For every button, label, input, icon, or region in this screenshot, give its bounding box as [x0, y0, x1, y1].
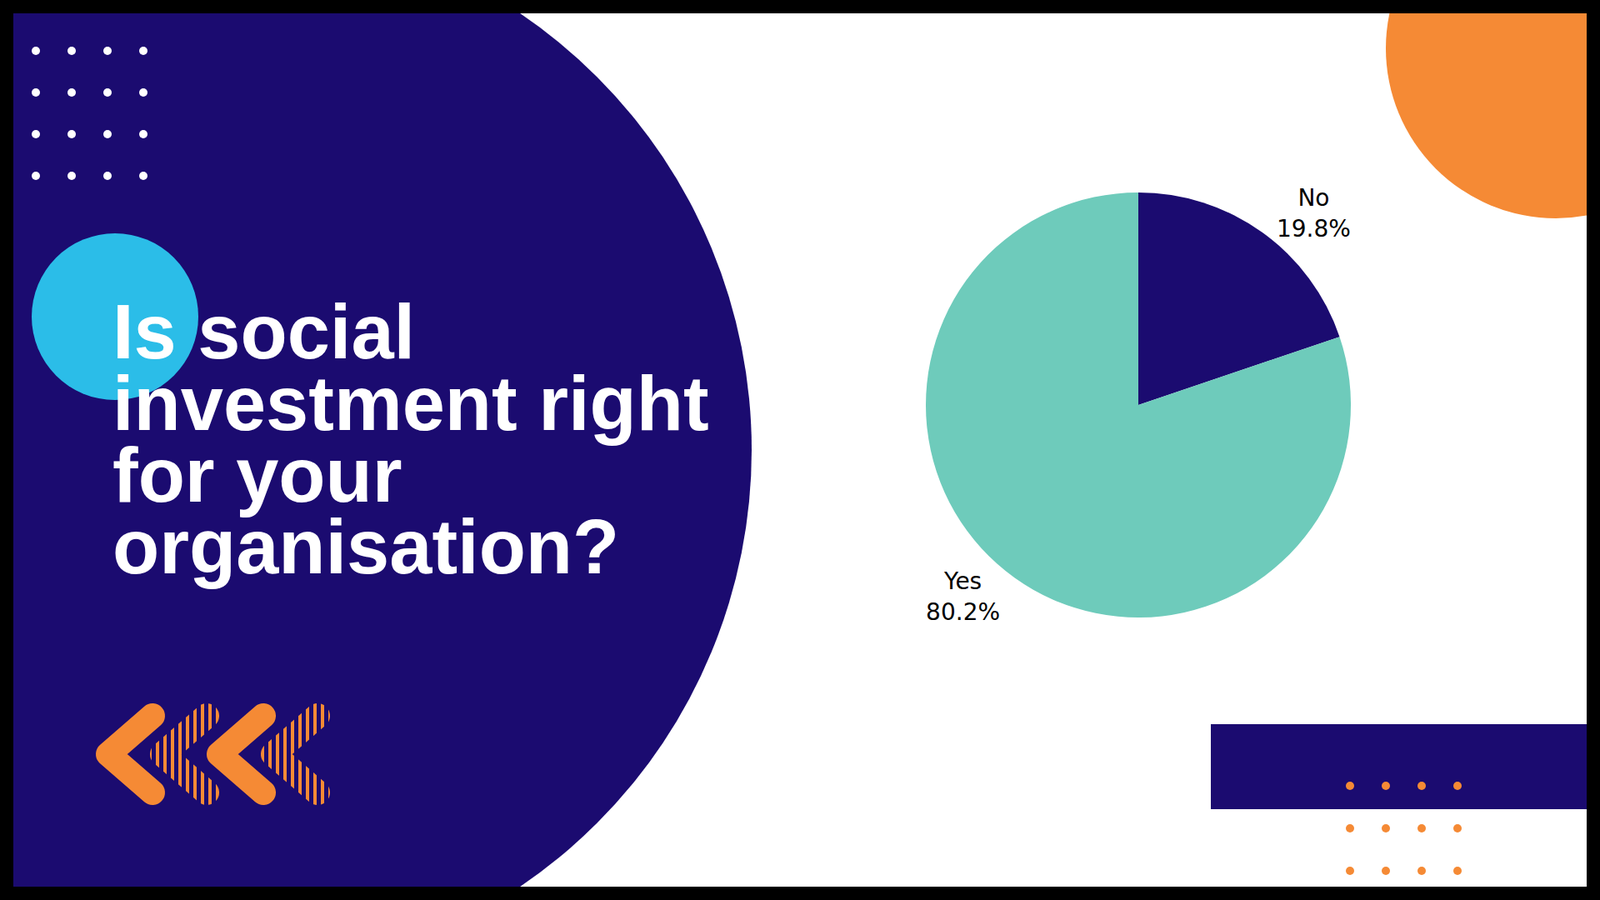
svg-text:No19.8%: No19.8% — [1276, 184, 1351, 242]
svg-text:Yes80.2%: Yes80.2% — [925, 567, 1000, 625]
html-text:Is social investment right for: Is social investment right for your orga… — [112, 289, 709, 590]
